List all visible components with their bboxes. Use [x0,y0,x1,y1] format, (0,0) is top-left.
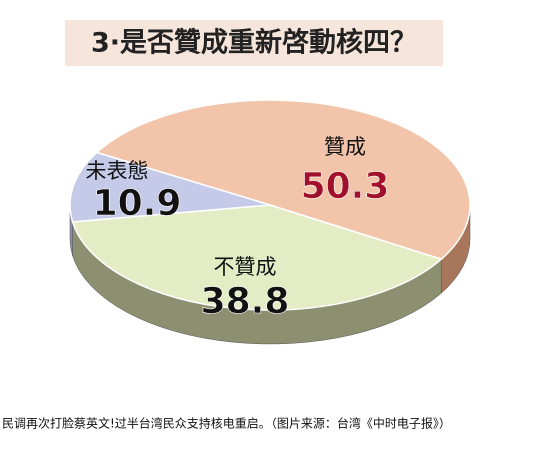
slice-label: 贊成 [324,135,366,159]
pie-slice [69,151,271,223]
slice-label: 不贊成 [214,255,277,279]
value-label: 50.3 [301,166,390,207]
title-box [65,20,443,66]
pie-slice [71,204,443,311]
chart-title: 3·是否贊成重新啓動核四？ [91,27,417,59]
pie-slice [95,99,471,261]
caption: 民调再次打脸蔡英文!过半台湾民众支持核电重启。（图片来源：台湾《中时电子报》） [2,416,451,431]
value-label: 38.8 [201,281,290,322]
value-label: 10.9 [93,183,182,224]
slice-label: 未表態 [86,159,149,183]
